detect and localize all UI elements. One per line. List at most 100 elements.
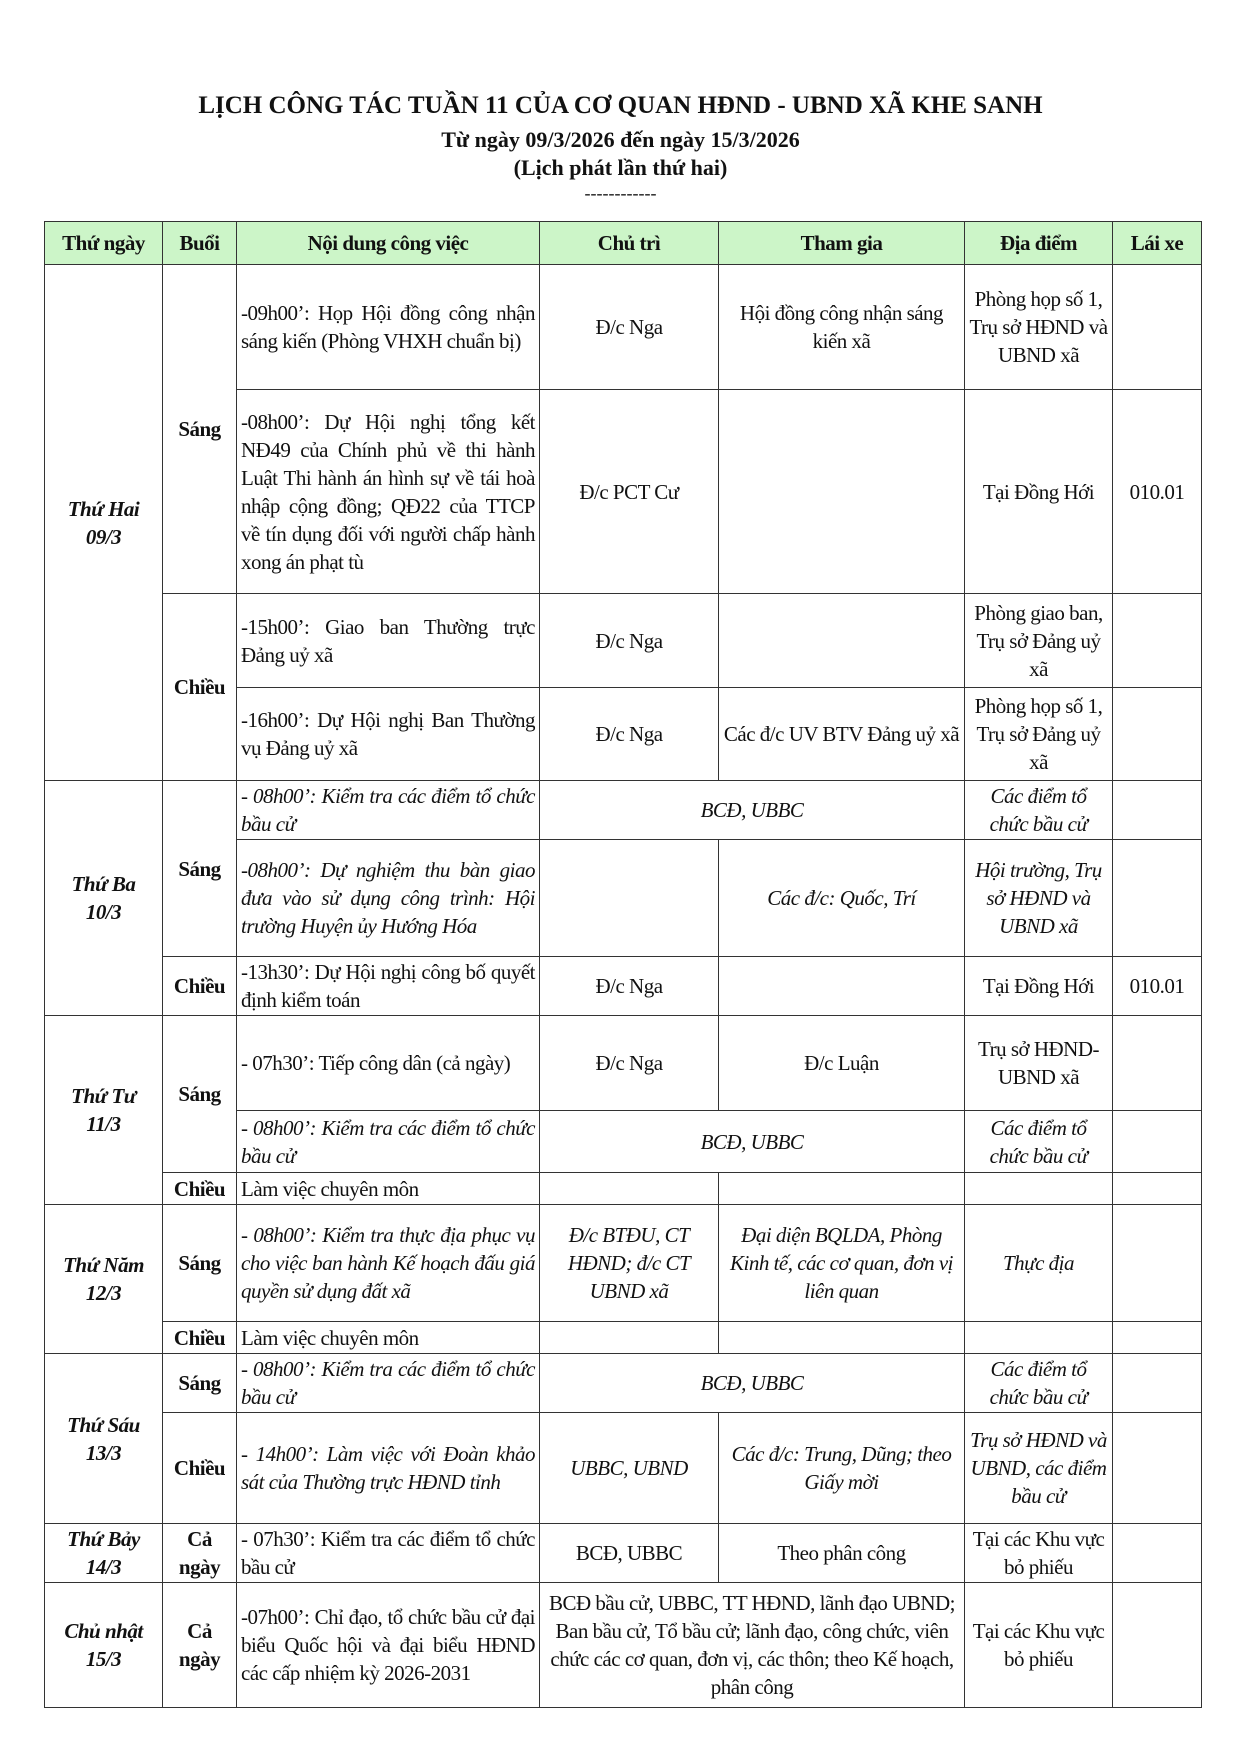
content-cell: - 08h00’: Kiểm tra thực địa phục vụ cho … <box>236 1204 540 1322</box>
day-name: Thứ Năm <box>63 1253 144 1277</box>
table-row: Chiều - 14h00’: Làm việc với Đoàn khảo sá… <box>45 1412 1202 1524</box>
session-cell: Sáng <box>162 1015 237 1173</box>
driver-cell <box>1112 1582 1202 1708</box>
participants-cell: Các đ/c: Trung, Dũng; theo Giấy mời <box>718 1412 965 1524</box>
location-cell: Phòng họp số 1, Trụ sở HĐND và UBND xã <box>964 264 1113 390</box>
day-cell: Thứ Sáu 13/3 <box>44 1353 163 1524</box>
day-date: 13/3 <box>85 1440 122 1465</box>
day-cell: Thứ Tư 11/3 <box>44 1015 163 1205</box>
content-cell: -08h00’: Dự Hội nghị tổng kết NĐ49 của C… <box>236 389 540 594</box>
content-cell: -16h00’: Dự Hội nghị Ban Thường vụ Đảng … <box>236 687 540 781</box>
day-name: Thứ Tư <box>71 1084 136 1108</box>
table-row: Chiều Làm việc chuyên môn <box>45 1172 1202 1205</box>
content-cell: - 08h00’: Kiểm tra các điểm tổ chức bầu … <box>236 780 540 840</box>
table-row: Chiều -13h30’: Dự Hội nghị công bố quyết … <box>45 956 1202 1016</box>
table-row: Chủ nhật 15/3 Cả ngày -07h00’: Chỉ đạo, tổ … <box>44 1582 1202 1708</box>
col-header-day: Thứ ngày <box>44 221 163 265</box>
session-cell: Chiều <box>162 1172 237 1205</box>
chair-cell: Đ/c BTĐU, CT HĐND; đ/c CT UBND xã <box>539 1204 719 1322</box>
participants-cell: Các đ/c UV BTV Đảng uỷ xã <box>718 687 965 781</box>
day-cell: Thứ Ba 10/3 <box>44 780 163 1016</box>
chair-participants-cell: BCĐ, UBBC <box>539 780 965 840</box>
participants-cell: Hội đồng công nhận sáng kiến xã <box>718 264 965 390</box>
content-cell: Làm việc chuyên môn <box>236 1172 540 1205</box>
content-cell: - 07h30’: Tiếp công dân (cả ngày) <box>236 1015 540 1111</box>
session-cell: Sáng <box>162 264 237 594</box>
content-cell: Làm việc chuyên môn <box>236 1321 540 1354</box>
driver-cell <box>1112 1412 1202 1524</box>
content-cell: -08h00’: Dự nghiệm thu bàn giao đưa vào … <box>236 839 540 957</box>
day-cell: Thứ Hai 09/3 <box>44 264 163 781</box>
driver-cell <box>1112 1110 1202 1173</box>
chair-cell: BCĐ, UBBC <box>539 1523 719 1583</box>
driver-cell: 010.01 <box>1112 389 1202 594</box>
driver-cell <box>1112 839 1202 957</box>
chair-cell <box>539 1321 719 1354</box>
driver-cell <box>1112 780 1202 840</box>
participants-cell <box>718 956 965 1016</box>
col-header-session: Buổi <box>162 221 237 265</box>
content-cell: - 08h00’: Kiểm tra các điểm tổ chức bầu … <box>236 1110 540 1173</box>
content-cell: -15h00’: Giao ban Thường trực Đảng uỷ xã <box>236 593 540 688</box>
location-cell: Tại Đồng Hới <box>964 956 1113 1016</box>
table-row: - 08h00’: Kiểm tra các điểm tổ chức bầu … <box>45 1110 1202 1173</box>
day-date: 11/3 <box>86 1112 121 1136</box>
chair-cell <box>539 839 719 957</box>
date-range: Từ ngày 09/3/2026 đến ngày 15/3/2026 <box>441 127 800 152</box>
session-cell: Cả ngày <box>162 1523 237 1583</box>
col-header-content: Nội dung công việc <box>236 221 540 265</box>
location-cell: Phòng giao ban, Trụ sở Đảng uỷ xã <box>964 593 1113 688</box>
participants-cell: Các đ/c: Quốc, Trí <box>718 839 965 957</box>
table-row: Thứ Bảy 14/3 Cả ngày - 07h30’: Kiểm tra các… <box>44 1523 1202 1583</box>
driver-cell <box>1112 264 1202 390</box>
location-cell <box>964 1172 1113 1205</box>
chair-cell: Đ/c Nga <box>539 264 719 390</box>
content-cell: - 08h00’: Kiểm tra các điểm tổ chức bầu … <box>236 1353 540 1413</box>
location-cell: Tại Đồng Hới <box>964 389 1113 594</box>
content-cell: - 14h00’: Làm việc với Đoàn khảo sát của… <box>236 1412 540 1524</box>
participants-cell <box>718 1321 965 1354</box>
participants-cell: Theo phân công <box>718 1523 965 1583</box>
participants-cell <box>718 389 965 594</box>
location-cell: Tại các Khu vực bỏ phiếu <box>964 1582 1113 1708</box>
chair-cell: Đ/c Nga <box>539 593 719 688</box>
day-cell: Thứ Năm 12/3 <box>44 1204 163 1354</box>
chair-participants-cell: BCĐ, UBBC <box>539 1353 965 1413</box>
table-row: Thứ Sáu 13/3 Sáng - 08h00’: Kiểm tra các đi… <box>44 1353 1202 1524</box>
day-name: Thứ Bảy <box>67 1527 140 1551</box>
location-cell: Các điểm tổ chức bầu cử <box>964 1110 1113 1173</box>
session-cell: Sáng <box>162 1204 237 1322</box>
location-cell <box>964 1321 1113 1354</box>
table-row: Thứ Hai 09/3 Sáng -09h00’: Họp Hội đồng côn… <box>44 264 1202 781</box>
session-cell: Chiều <box>162 1321 237 1354</box>
schedule-table: Thứ ngày Buổi Nội dung công việc Chủ trì… <box>44 221 1202 1708</box>
separator: ------------ <box>584 183 657 203</box>
driver-cell <box>1112 1204 1202 1322</box>
driver-cell <box>1112 1353 1202 1413</box>
driver-cell <box>1112 1015 1202 1111</box>
col-header-location: Địa điểm <box>964 221 1113 265</box>
location-cell: Các điểm tổ chức bầu cử <box>964 1353 1113 1413</box>
chair-cell: Đ/c Nga <box>539 956 719 1016</box>
table-row: -08h00’: Dự Hội nghị tổng kết NĐ49 của C… <box>45 389 1202 594</box>
session-cell: Chiều <box>162 956 237 1016</box>
location-cell: Phòng họp số 1, Trụ sở Đảng uỷ xã <box>964 687 1113 781</box>
participants-cell <box>718 1172 965 1205</box>
driver-cell: 010.01 <box>1112 956 1202 1016</box>
chair-cell: Đ/c Nga <box>539 687 719 781</box>
col-header-participants: Tham gia <box>718 221 965 265</box>
col-header-driver: Lái xe <box>1112 221 1202 265</box>
day-name: Thứ Ba <box>71 872 136 896</box>
participants-cell <box>718 593 965 688</box>
session-cell: Sáng <box>162 1353 237 1413</box>
day-date: 10/3 <box>85 900 122 924</box>
day-date: 12/3 <box>85 1281 122 1305</box>
day-name: Thứ Hai <box>67 496 140 521</box>
content-cell: - 07h30’: Kiểm tra các điểm tổ chức bầu … <box>236 1523 540 1583</box>
day-name: Chủ nhật <box>64 1619 143 1643</box>
content-cell: -13h30’: Dự Hội nghị công bố quyết định … <box>236 956 540 1016</box>
edition-note: (Lịch phát lần thứ hai) <box>513 155 728 180</box>
content-cell: -07h00’: Chỉ đạo, tổ chức bầu cử đại biể… <box>236 1582 540 1708</box>
col-header-chair: Chủ trì <box>539 221 719 265</box>
chair-participants-cell: BCĐ, UBBC <box>539 1110 965 1173</box>
